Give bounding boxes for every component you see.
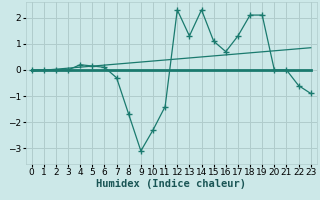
X-axis label: Humidex (Indice chaleur): Humidex (Indice chaleur) [96,179,246,189]
